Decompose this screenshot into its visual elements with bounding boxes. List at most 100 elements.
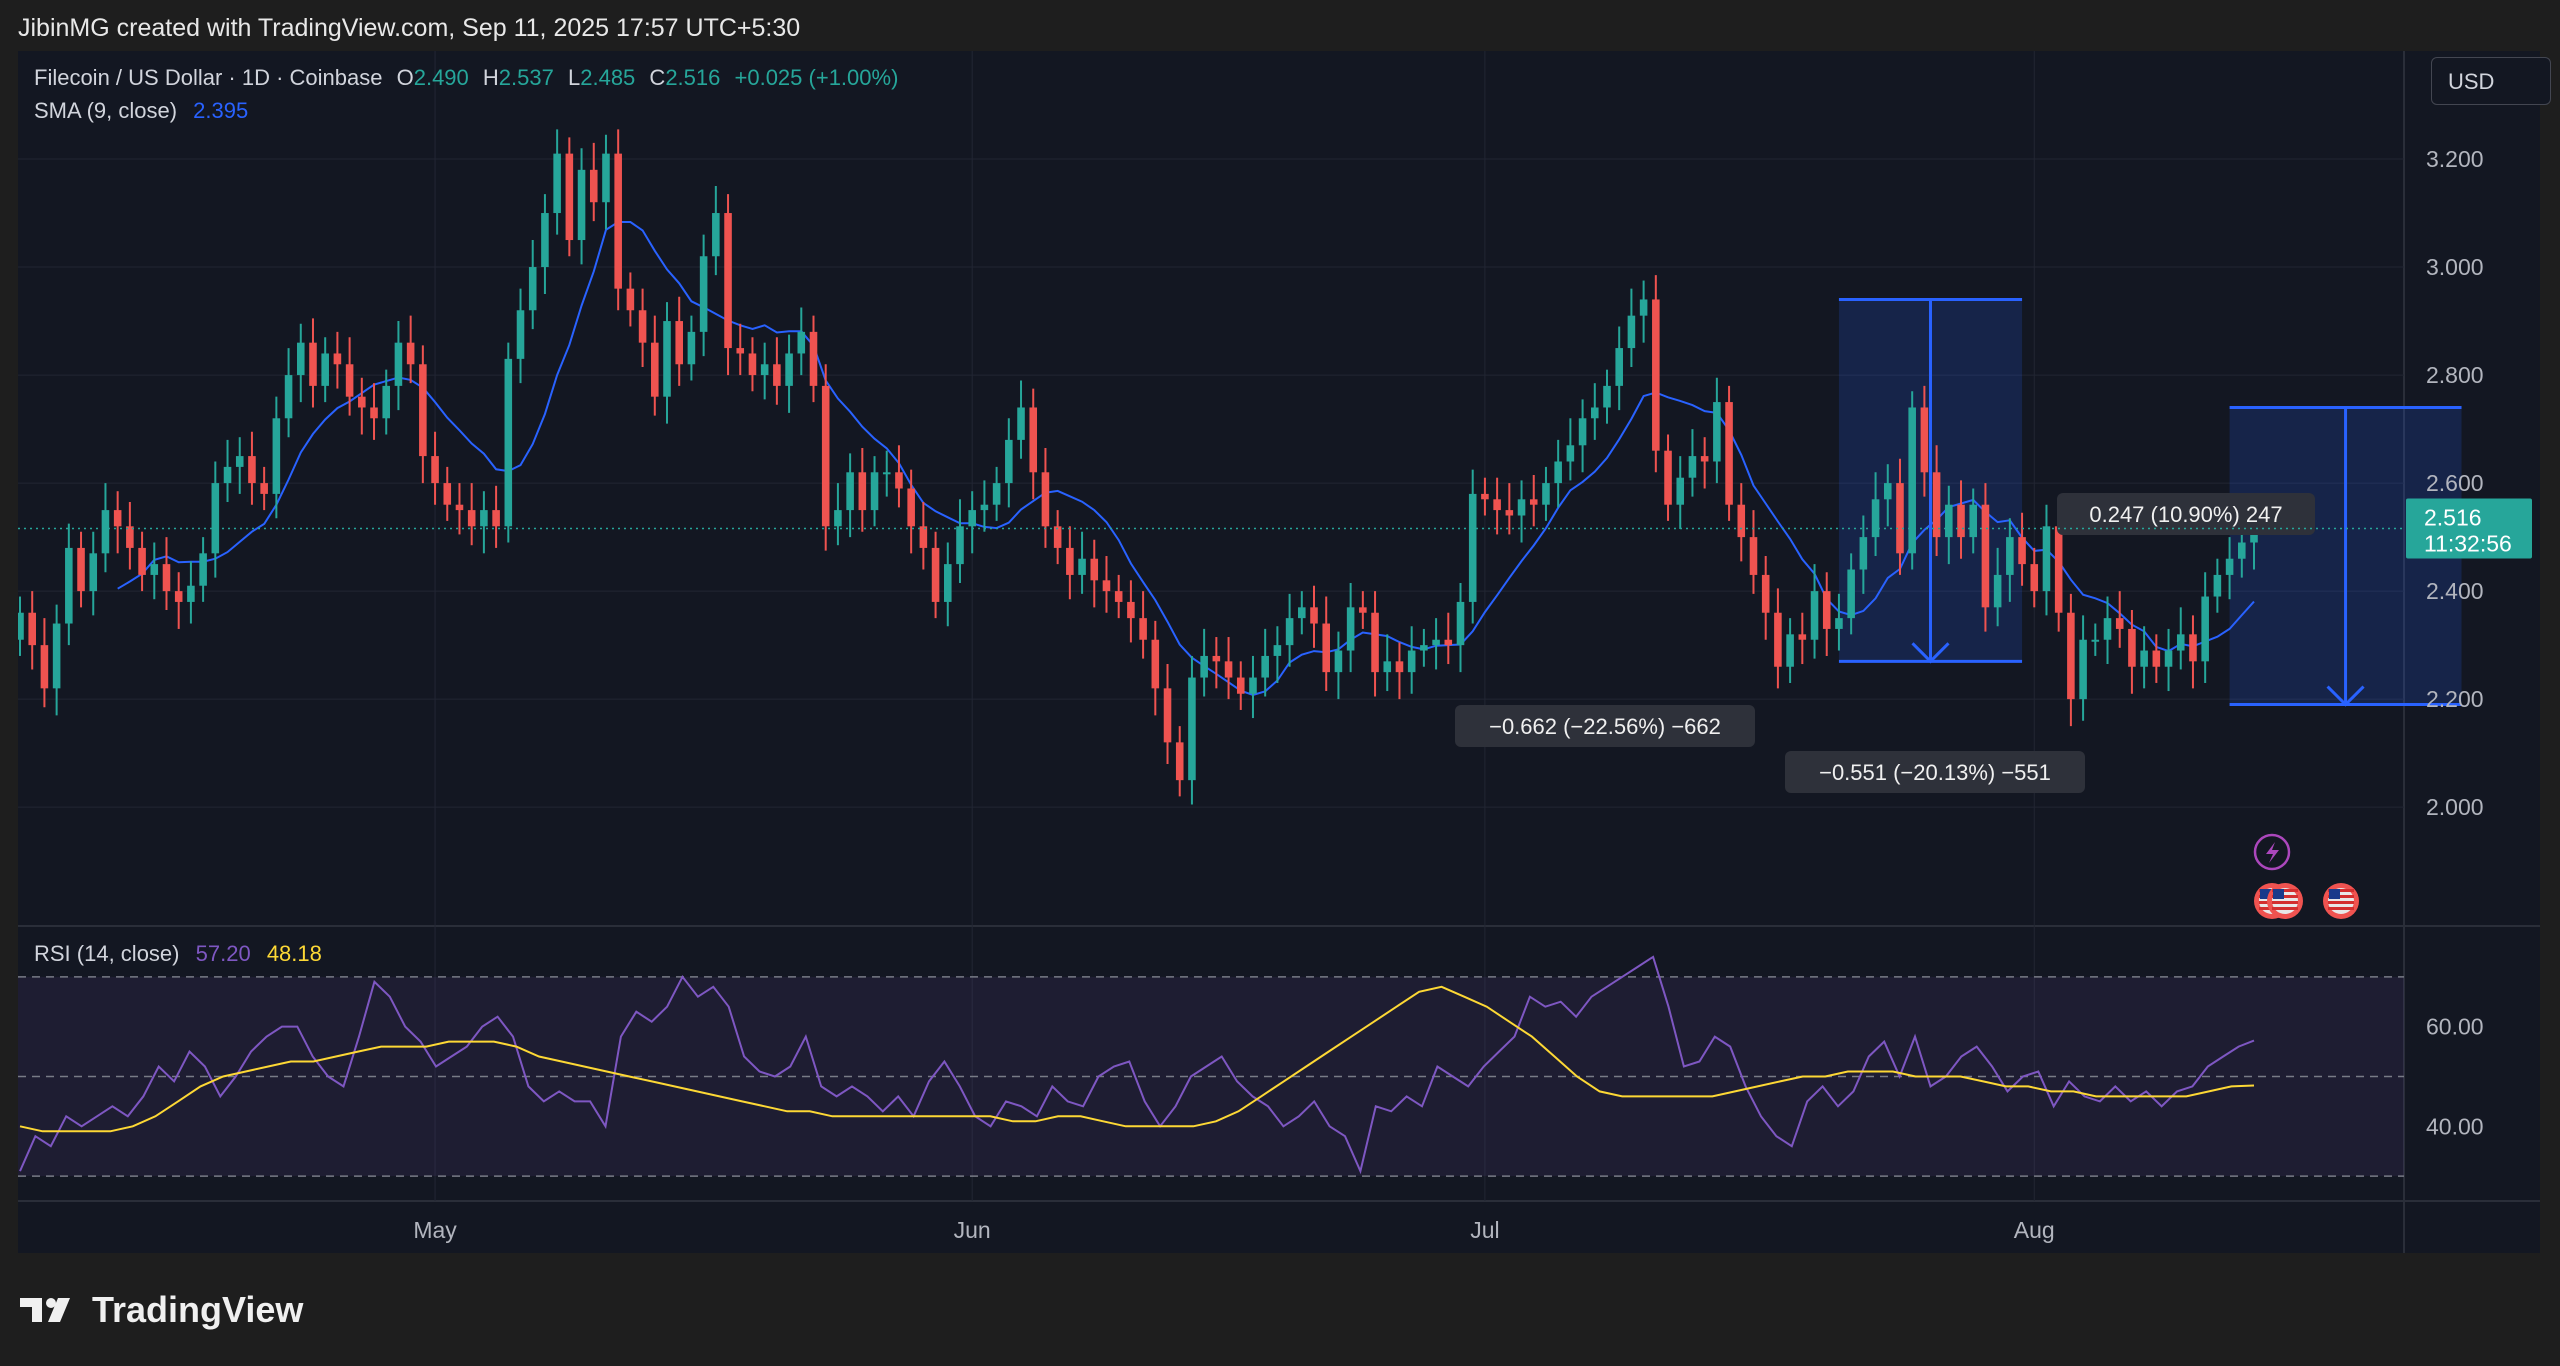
price-tag-box <box>2406 498 2532 559</box>
sma-polyline <box>117 221 2255 696</box>
sma-value: 2.395 <box>193 98 249 123</box>
candle-body <box>1468 493 1477 602</box>
candle-body <box>1517 499 1526 516</box>
candle-body <box>1578 418 1587 446</box>
candle-body <box>1261 655 1269 678</box>
candle-body <box>272 418 281 494</box>
candle-body <box>846 472 854 511</box>
candle-body <box>724 213 732 349</box>
candle-body <box>2140 650 2148 667</box>
tradingview-logo[interactable]: TradingView <box>20 1289 303 1330</box>
candle-body <box>1432 639 1440 646</box>
candle-body <box>870 472 879 511</box>
candle-body <box>2006 537 2014 575</box>
lightning-glyph <box>2266 842 2279 863</box>
chart-frame[interactable]: −0.662 (−22.56%) −662 −0.551 (−20.13%) −5… <box>18 51 2551 1253</box>
candle-body <box>626 288 635 311</box>
price-tick-label: 2.600 <box>2426 470 2484 496</box>
candle-body <box>89 553 98 592</box>
candle-body <box>2176 634 2185 651</box>
price-tick-label: 3.000 <box>2426 254 2484 280</box>
candle-body <box>455 504 464 511</box>
candle-body <box>2067 612 2075 700</box>
candle-body <box>138 547 146 575</box>
high-label: H <box>482 65 499 90</box>
candle-body <box>2115 618 2124 629</box>
candle-body <box>980 504 989 511</box>
candle-body <box>1444 639 1453 646</box>
candle-body <box>2164 650 2173 667</box>
rsi-pane <box>18 955 2404 1177</box>
candle-body <box>1493 499 1501 511</box>
currency-selector[interactable]: USD <box>2431 57 2551 105</box>
candle-body <box>1810 591 1819 640</box>
us-flag-canton <box>2329 889 2340 899</box>
price-tick-label: 2.200 <box>2426 686 2484 712</box>
ohlc-legend: Filecoin / US Dollar · 1D · Coinbase O2.… <box>34 65 898 91</box>
candle-body <box>1591 407 1599 419</box>
price-tag-countdown: 11:32:56 <box>2424 530 2512 556</box>
candle-body <box>1700 456 1709 462</box>
candle-body <box>1957 504 1965 538</box>
candle-body <box>2091 639 2100 642</box>
candle-body <box>1847 569 1855 619</box>
candle-body <box>1774 612 1782 667</box>
candle-body <box>1359 607 1367 613</box>
candle-body <box>882 472 891 475</box>
candle-body <box>394 342 403 386</box>
candle-body <box>748 353 757 376</box>
candle-body <box>18 612 24 640</box>
candle-body <box>1212 655 1221 662</box>
price-tick-label: 3.200 <box>2426 146 2484 172</box>
candle-body <box>174 591 183 602</box>
candle-body <box>1542 483 1550 505</box>
candle-body <box>638 310 647 343</box>
us-flag-stripe <box>2328 895 2354 898</box>
candle-body <box>785 353 793 386</box>
rsi-value: 57.20 <box>195 941 251 966</box>
candle-body <box>1273 645 1282 656</box>
rsi-legend[interactable]: RSI (14, close) 57.20 48.18 <box>34 941 322 967</box>
measure-label: −0.551 (−20.13%) −551 <box>1819 760 2051 785</box>
candle-body <box>895 472 903 489</box>
candle-body <box>968 510 976 527</box>
candle-body <box>309 342 317 386</box>
candle-body <box>2103 618 2112 640</box>
candle-body <box>821 385 830 527</box>
chart-canvas[interactable]: −0.662 (−22.56%) −662 −0.551 (−20.13%) −5… <box>18 51 2540 1253</box>
measure-arrow-head <box>1911 642 1950 664</box>
us-flag-stripe <box>2328 907 2354 910</box>
candle-body <box>1078 558 1086 575</box>
candle-body <box>1615 348 1623 386</box>
candle-body <box>1005 439 1013 484</box>
candle-body <box>1188 677 1196 781</box>
candle-body <box>651 342 659 397</box>
candle-body <box>1114 591 1123 602</box>
sma-legend[interactable]: SMA (9, close) 2.395 <box>34 98 248 124</box>
candle-body <box>760 364 769 376</box>
symbol-title[interactable]: Filecoin / US Dollar · 1D · Coinbase <box>34 65 383 90</box>
candle-body <box>2213 574 2222 597</box>
candle-body <box>1749 537 1758 575</box>
candle-body <box>1554 461 1562 484</box>
candle-body <box>834 510 842 527</box>
candle-body <box>577 169 586 241</box>
candle-body <box>126 526 134 548</box>
candle-body <box>77 547 85 592</box>
rsi-label: RSI (14, close) <box>34 941 180 966</box>
candle-body <box>284 375 293 419</box>
candle-body <box>943 564 952 602</box>
grid-lines <box>18 51 2540 1253</box>
candle-body <box>2201 596 2209 662</box>
candle-body <box>1737 504 1746 538</box>
candle-body <box>528 267 537 311</box>
candle-body <box>1566 445 1575 462</box>
candle-body <box>2054 526 2063 613</box>
candle-body <box>1127 601 1135 619</box>
time-tick-label: Aug <box>2014 1217 2055 1243</box>
time-tick-label: May <box>413 1217 457 1243</box>
price-tag-value: 2.516 <box>2424 504 2482 530</box>
candle-body <box>431 456 439 484</box>
candle-body <box>736 348 745 354</box>
candle-body <box>1676 477 1685 505</box>
